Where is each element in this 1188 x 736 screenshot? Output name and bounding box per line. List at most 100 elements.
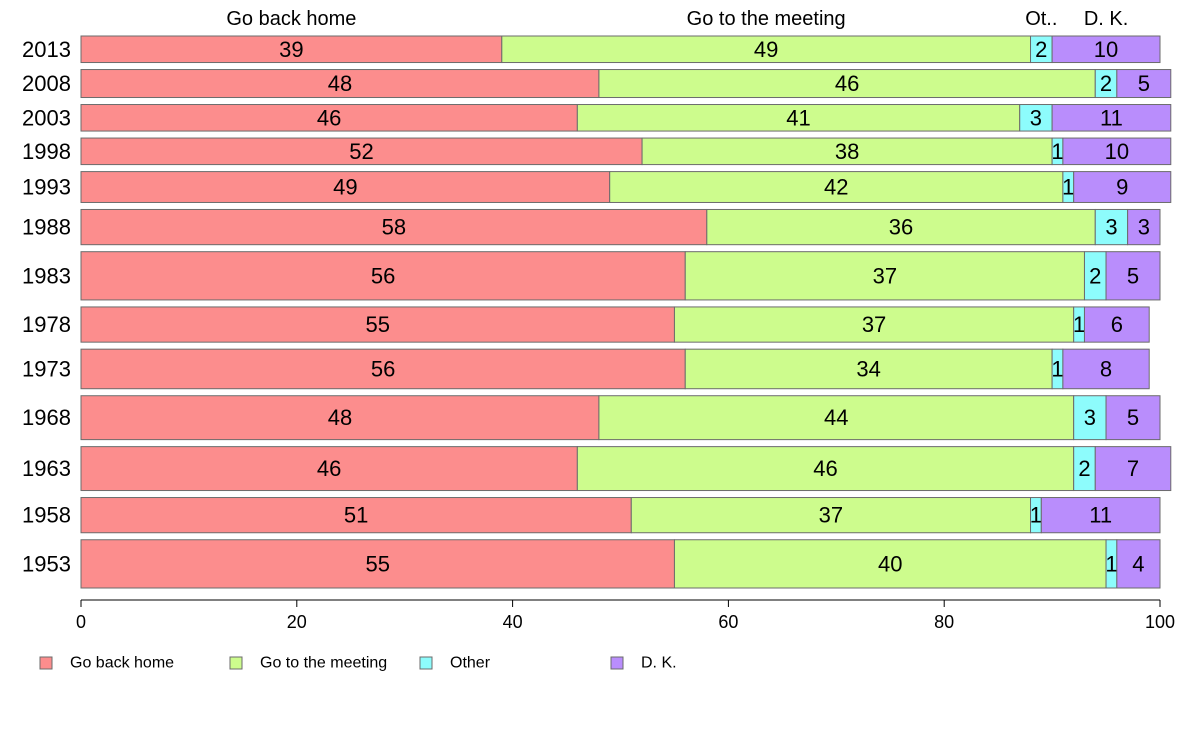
legend-label: Go to the meeting <box>260 655 387 672</box>
bar-segment-0 <box>80 348 686 390</box>
bar-segment-3 <box>1040 497 1161 534</box>
bar-segment-1 <box>598 395 1075 441</box>
segment-value-label: 40 <box>878 551 902 576</box>
bar-segment-0 <box>80 395 600 441</box>
segment-value-label: 48 <box>328 71 352 96</box>
segment-value-label: 5 <box>1127 263 1139 288</box>
bar-segment-1 <box>576 446 1075 492</box>
bar-segment-1 <box>706 208 1096 246</box>
segment-value-label: 1 <box>1073 312 1085 337</box>
bar-segment-0 <box>80 171 611 203</box>
bar-segment-1 <box>598 69 1096 99</box>
top-category-label: D. K. <box>1084 8 1128 30</box>
year-label: 1958 <box>22 503 71 528</box>
bar-segment-1 <box>684 348 1053 390</box>
year-label: 1963 <box>22 456 71 481</box>
segment-value-label: 2 <box>1078 456 1090 481</box>
bar-row-1968: 1968 48 44 3 5 <box>22 395 1161 441</box>
segment-value-label: 9 <box>1116 175 1128 200</box>
bar-segment-3 <box>1051 35 1161 64</box>
year-label: 1983 <box>22 263 71 288</box>
segment-value-label: 3 <box>1105 215 1117 240</box>
bar-segment-1 <box>673 539 1107 589</box>
segment-value-label: 4 <box>1132 551 1144 576</box>
segment-value-label: 38 <box>835 139 859 164</box>
segment-value-label: 37 <box>873 263 897 288</box>
segment-value-label: 46 <box>835 71 859 96</box>
segment-value-label: 52 <box>349 139 373 164</box>
bar-segment-3 <box>1116 539 1161 589</box>
bar-segment-1 <box>576 104 1021 132</box>
segment-value-label: 10 <box>1094 37 1118 62</box>
segment-value-label: 46 <box>317 456 341 481</box>
segment-value-label: 11 <box>1089 503 1112 528</box>
top-category-label: Go to the meeting <box>687 8 846 30</box>
segment-value-label: 5 <box>1127 405 1139 430</box>
x-axis: 0 20 40 60 80 100 <box>76 599 1175 632</box>
bar-segment-2 <box>1094 208 1129 246</box>
bar-row-2013: 2013 39 49 2 10 <box>22 35 1161 64</box>
x-tick-label: 20 <box>287 612 307 632</box>
segment-value-label: 2 <box>1089 263 1101 288</box>
legend-label: Other <box>450 655 491 672</box>
segment-value-label: 6 <box>1111 312 1123 337</box>
bar-segment-1 <box>641 137 1053 166</box>
bar-segment-2 <box>1019 104 1053 132</box>
bar-segment-0 <box>80 539 675 589</box>
segment-value-label: 36 <box>889 215 913 240</box>
legend-item: Go back home <box>39 655 174 672</box>
bar-segment-0 <box>80 306 675 343</box>
bar-segment-0 <box>80 137 643 166</box>
legend-item: D. K. <box>610 655 677 672</box>
bar-segment-3 <box>1051 104 1172 132</box>
segment-value-label: 37 <box>862 312 886 337</box>
bar-row-1963: 1963 46 46 2 7 <box>22 446 1172 492</box>
segment-value-label: 8 <box>1100 356 1112 381</box>
segment-value-label: 56 <box>371 263 395 288</box>
segment-value-label: 7 <box>1127 456 1139 481</box>
segment-value-label: 49 <box>754 37 778 62</box>
year-label: 1968 <box>22 405 71 430</box>
legend-item: Other <box>419 655 491 672</box>
bar-segment-1 <box>684 251 1085 301</box>
bar-segment-1 <box>609 171 1064 203</box>
segment-value-label: 3 <box>1084 405 1096 430</box>
legend-swatch <box>610 656 624 670</box>
bar-segment-0 <box>80 446 578 492</box>
segment-value-label: 5 <box>1138 71 1150 96</box>
bar-row-1983: 1983 56 37 2 5 <box>22 251 1161 301</box>
top-category-label: Go back home <box>226 8 356 30</box>
segment-value-label: 2 <box>1100 71 1112 96</box>
segment-value-label: 58 <box>382 215 406 240</box>
bar-segment-0 <box>80 104 578 132</box>
legend: Go back home Go to the meeting Other D. K. <box>39 655 677 672</box>
year-label: 2003 <box>22 105 71 130</box>
segment-value-label: 1 <box>1062 175 1074 200</box>
bar-segment-1 <box>673 306 1075 343</box>
segment-value-label: 56 <box>371 356 395 381</box>
bar-row-1993: 1993 49 42 1 9 <box>22 171 1172 203</box>
bar-segment-3 <box>1062 137 1172 166</box>
bar-segment-3 <box>1116 69 1172 99</box>
segment-value-label: 41 <box>786 105 810 130</box>
year-label: 2013 <box>22 37 71 62</box>
legend-swatch <box>229 656 243 670</box>
segment-value-label: 49 <box>333 175 357 200</box>
segment-value-label: 1 <box>1051 139 1063 164</box>
segment-value-label: 46 <box>317 105 341 130</box>
bar-row-1973: 1973 56 34 1 8 <box>22 348 1150 390</box>
x-tick-label: 0 <box>76 612 86 632</box>
bar-segment-0 <box>80 497 632 534</box>
x-tick-label: 60 <box>718 612 738 632</box>
year-label: 1988 <box>22 215 71 240</box>
bar-segment-3 <box>1105 251 1161 301</box>
x-tick-label: 40 <box>503 612 523 632</box>
bar-segment-0 <box>80 251 686 301</box>
legend-item: Go to the meeting <box>229 655 387 672</box>
bar-row-1958: 1958 51 37 1 11 <box>22 497 1161 534</box>
legend-swatch <box>419 656 433 670</box>
legend-swatch <box>39 656 53 670</box>
bar-row-1978: 1978 55 37 1 6 <box>22 306 1150 343</box>
